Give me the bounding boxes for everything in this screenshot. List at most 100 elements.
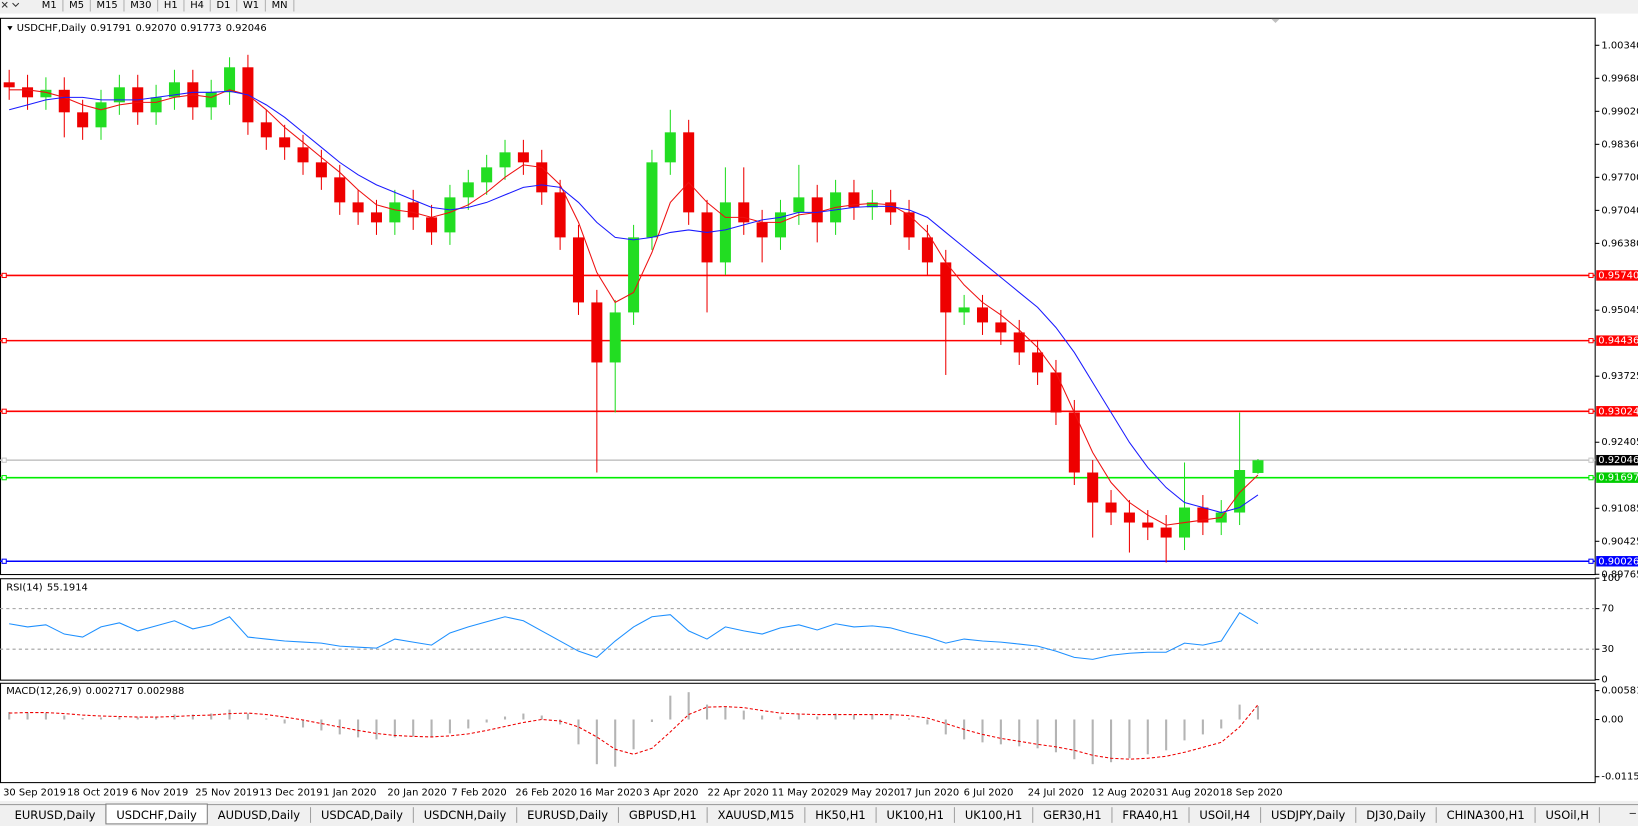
macd-bar <box>1201 719 1204 735</box>
macd-bar <box>44 713 47 720</box>
level-handle[interactable] <box>1588 558 1594 564</box>
candle-body <box>1197 507 1209 523</box>
tab-label[interactable]: USOil,H4 <box>1199 808 1250 822</box>
candle-body <box>774 212 787 238</box>
candle-body <box>995 322 1007 333</box>
tab-label[interactable]: EURUSD,Daily <box>15 808 96 822</box>
candle-body <box>22 87 34 98</box>
candle-body <box>370 212 382 223</box>
candle-body <box>628 237 640 313</box>
candle-body <box>848 192 860 208</box>
macd-bar <box>118 716 121 720</box>
level-handle[interactable] <box>1 408 7 414</box>
macd-bar <box>1256 706 1260 720</box>
level-handle[interactable] <box>1 475 7 481</box>
candle-body <box>224 67 236 93</box>
candle-body <box>352 202 364 213</box>
toolbar-icon[interactable] <box>1 1 20 8</box>
toolbar <box>0 0 1638 14</box>
tab-label[interactable]: GBPUSD,H1 <box>629 808 697 822</box>
macd-bar <box>246 713 249 720</box>
header-value: 0.91791 <box>90 23 131 34</box>
timeframe-button[interactable]: M15 <box>97 0 118 11</box>
level-label: 0.94436 <box>1598 336 1638 347</box>
timeframe-button[interactable]: M30 <box>130 0 151 11</box>
tab-label[interactable]: GER30,H1 <box>1043 808 1101 822</box>
header-value: USDCHF,Daily <box>17 23 87 34</box>
y-tick-label: 30 <box>1601 644 1614 655</box>
macd-bar <box>816 716 819 720</box>
tab-label[interactable]: UK100,H1 <box>887 808 944 822</box>
tab-label[interactable]: DJ30,Daily <box>1366 808 1426 822</box>
macd-bar <box>320 719 323 731</box>
tab-label[interactable]: USDCNH,Daily <box>424 808 507 822</box>
header-arrow <box>7 26 13 31</box>
x-tick-label: 20 Jan 2020 <box>387 788 446 799</box>
macd-bar <box>26 712 29 720</box>
level-handle[interactable] <box>1 457 7 463</box>
tab-label[interactable]: USDCHF,Daily <box>116 808 197 822</box>
macd-signal-value: 0.002988 <box>137 686 184 697</box>
tab-label[interactable]: XAUUSD,M15 <box>718 808 795 822</box>
candle-body <box>1050 372 1062 413</box>
y-tick-label: 0.93725 <box>1601 371 1638 382</box>
candle-body <box>958 307 970 313</box>
candle-body <box>315 162 327 178</box>
macd-bar <box>228 709 231 720</box>
timeframe-button[interactable]: H1 <box>164 0 178 11</box>
level-handle[interactable] <box>1588 272 1594 279</box>
tab-label[interactable]: EURUSD,Daily <box>527 808 608 822</box>
macd-bar <box>1110 719 1113 763</box>
candle-body <box>481 167 493 183</box>
candle-body <box>701 212 713 263</box>
tab-label[interactable]: UK100,H1 <box>965 808 1022 822</box>
candle-body <box>334 177 346 203</box>
timeframe-button[interactable]: M5 <box>69 0 84 11</box>
x-tick-label: 6 Jul 2020 <box>964 788 1014 799</box>
header-value: 0.92070 <box>135 23 176 34</box>
y-tick-label: 0 <box>1601 675 1607 686</box>
candle-body <box>719 202 731 263</box>
macd-bar <box>632 719 635 750</box>
timeframe-button[interactable]: MN <box>272 0 288 11</box>
candle-body <box>591 302 603 363</box>
macd-bar <box>871 714 874 720</box>
level-handle[interactable] <box>1588 408 1594 414</box>
level-handle[interactable] <box>1588 475 1594 481</box>
level-handle[interactable] <box>1 558 7 564</box>
macd-bar <box>761 715 764 720</box>
y-tick-label: 0.95045 <box>1601 305 1638 316</box>
candle-body <box>1032 352 1044 373</box>
tab-label[interactable]: USDCAD,Daily <box>321 808 403 822</box>
macd-bar <box>889 715 892 720</box>
macd-bar <box>412 719 415 737</box>
macd-bar <box>999 719 1002 745</box>
active-tab[interactable] <box>105 803 208 825</box>
level-handle[interactable] <box>1588 457 1594 463</box>
candle-body <box>554 192 566 238</box>
tab-label[interactable]: HK50,H1 <box>815 808 865 822</box>
y-tick-label: 0.89765 <box>1601 569 1638 580</box>
x-tick-label: 12 Aug 2020 <box>1092 788 1155 799</box>
timeframe-button[interactable]: M1 <box>42 0 57 11</box>
timeframe-button[interactable]: H4 <box>190 0 204 11</box>
x-tick-label: 16 Mar 2020 <box>579 788 642 799</box>
macd-bar <box>742 710 745 720</box>
x-tick-label: 22 Apr 2020 <box>708 788 769 799</box>
candle-body <box>113 87 125 103</box>
tab-label[interactable]: CHINA300,H1 <box>1447 808 1525 822</box>
macd-bar <box>1183 719 1186 741</box>
tab-label[interactable]: FRA40,H1 <box>1122 808 1178 822</box>
timeframe-button[interactable]: W1 <box>243 0 259 11</box>
tab-label[interactable]: USDJPY,Daily <box>1271 808 1345 822</box>
timeframe-button[interactable]: D1 <box>217 0 231 11</box>
macd-bar <box>81 718 84 720</box>
macd-bar <box>448 719 451 734</box>
tab-label[interactable]: USOil,H <box>1546 808 1589 822</box>
level-handle[interactable] <box>1 338 7 344</box>
tab-label[interactable]: AUDUSD,Daily <box>218 808 301 822</box>
level-handle[interactable] <box>1 272 7 279</box>
y-tick-label: 0.90425 <box>1601 536 1638 547</box>
level-handle[interactable] <box>1588 338 1594 344</box>
